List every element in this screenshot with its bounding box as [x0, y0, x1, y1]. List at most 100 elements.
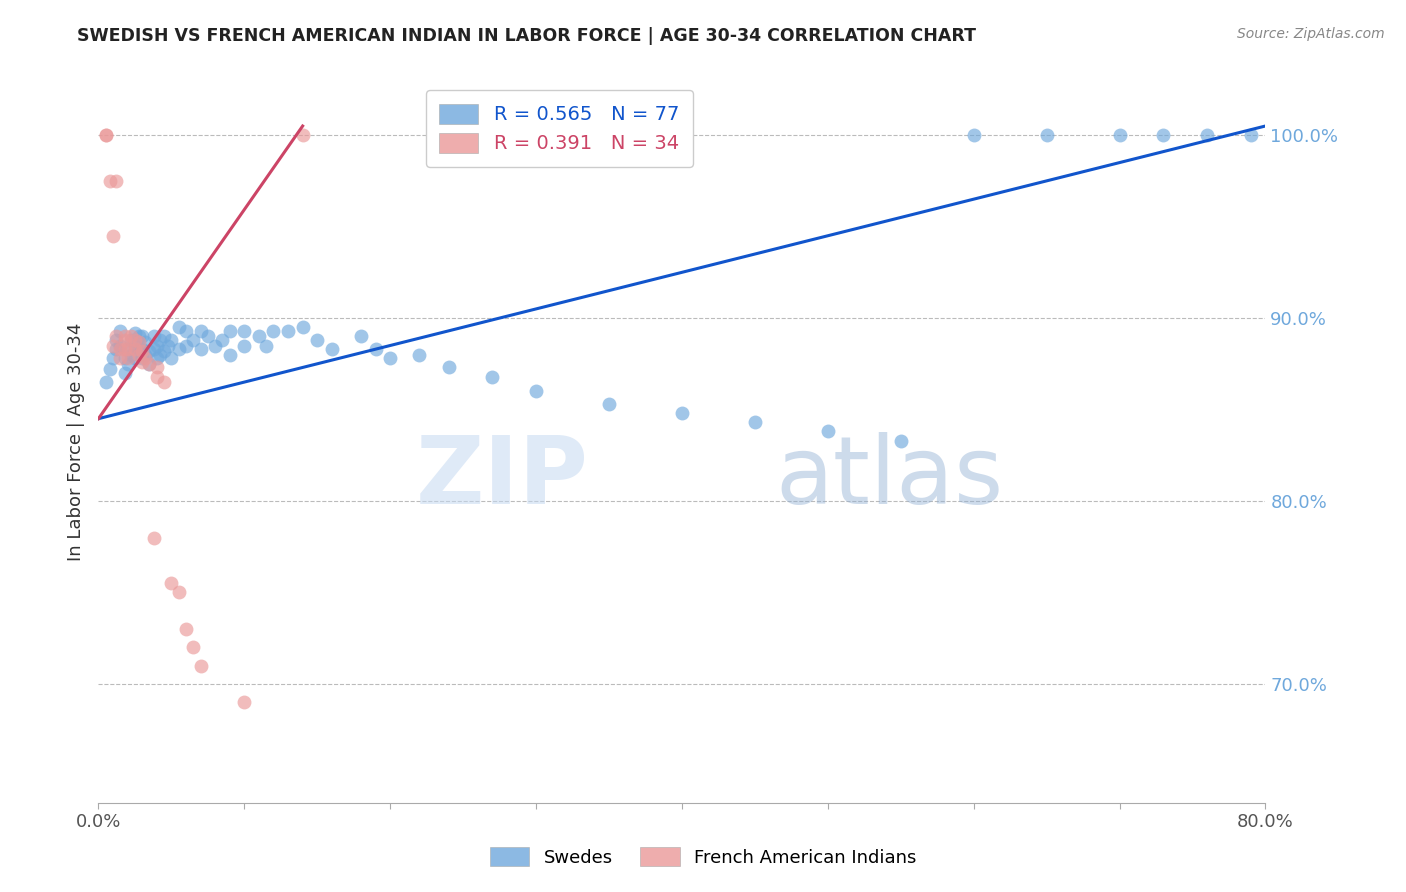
- Point: [1240, 128, 1263, 143]
- Point: [120, 333, 142, 347]
- Point: [167, 585, 190, 599]
- Point: [160, 333, 183, 347]
- Text: atlas: atlas: [775, 432, 1004, 524]
- Point: [117, 342, 139, 356]
- Point: [1268, 128, 1291, 143]
- Point: [104, 329, 127, 343]
- Point: [146, 360, 169, 375]
- Point: [218, 348, 240, 362]
- Point: [114, 333, 136, 347]
- Point: [671, 406, 693, 420]
- Point: [124, 351, 146, 366]
- Point: [124, 326, 146, 340]
- Point: [110, 324, 132, 338]
- Point: [131, 342, 153, 356]
- Point: [408, 348, 430, 362]
- Point: [1195, 128, 1218, 143]
- Point: [744, 415, 766, 429]
- Point: [138, 343, 160, 358]
- Point: [174, 324, 197, 338]
- Point: [134, 334, 156, 349]
- Point: [437, 360, 460, 375]
- Point: [101, 228, 124, 243]
- Point: [211, 333, 233, 347]
- Point: [233, 695, 256, 709]
- Point: [149, 348, 172, 362]
- Point: [291, 320, 314, 334]
- Legend: R = 0.565   N = 77, R = 0.391   N = 34: R = 0.565 N = 77, R = 0.391 N = 34: [426, 90, 693, 167]
- Point: [218, 324, 240, 338]
- Point: [233, 338, 256, 352]
- Point: [101, 338, 124, 352]
- Point: [380, 351, 402, 366]
- Point: [142, 342, 165, 356]
- Point: [138, 357, 160, 371]
- Point: [94, 375, 117, 389]
- Point: [142, 329, 165, 343]
- Point: [350, 329, 373, 343]
- Point: [364, 342, 387, 356]
- Point: [1035, 128, 1057, 143]
- Point: [101, 351, 124, 366]
- Point: [94, 128, 117, 143]
- Point: [1108, 128, 1130, 143]
- Point: [167, 320, 190, 334]
- Point: [524, 384, 547, 399]
- Point: [277, 324, 299, 338]
- Y-axis label: In Labor Force | Age 30-34: In Labor Force | Age 30-34: [66, 322, 84, 561]
- Point: [128, 329, 150, 343]
- Point: [181, 333, 204, 347]
- Point: [104, 342, 127, 356]
- Point: [117, 351, 139, 366]
- Point: [190, 342, 212, 356]
- Point: [291, 128, 314, 143]
- Point: [104, 333, 127, 347]
- Point: [233, 324, 256, 338]
- Point: [181, 640, 204, 655]
- Point: [131, 329, 153, 343]
- Point: [120, 329, 142, 343]
- Text: Source: ZipAtlas.com: Source: ZipAtlas.com: [1237, 27, 1385, 41]
- Point: [124, 333, 146, 347]
- Point: [131, 351, 153, 366]
- Legend: Swedes, French American Indians: Swedes, French American Indians: [482, 840, 924, 874]
- Point: [114, 329, 136, 343]
- Point: [157, 338, 180, 352]
- Point: [117, 357, 139, 371]
- Point: [114, 351, 136, 366]
- Point: [153, 329, 176, 343]
- Point: [598, 397, 620, 411]
- Point: [128, 342, 150, 356]
- Point: [98, 362, 121, 376]
- Point: [153, 343, 176, 358]
- Point: [962, 128, 984, 143]
- Point: [128, 334, 150, 349]
- Point: [138, 357, 160, 371]
- Point: [153, 375, 176, 389]
- Point: [134, 348, 156, 362]
- Point: [254, 338, 277, 352]
- Point: [117, 342, 139, 356]
- Point: [114, 342, 136, 356]
- Point: [124, 342, 146, 356]
- Point: [262, 324, 284, 338]
- Point: [160, 351, 183, 366]
- Point: [131, 343, 153, 358]
- Point: [110, 338, 132, 352]
- Point: [160, 576, 183, 591]
- Text: ZIP: ZIP: [416, 432, 589, 524]
- Point: [149, 333, 172, 347]
- Point: [146, 369, 169, 384]
- Point: [307, 333, 329, 347]
- Point: [94, 128, 117, 143]
- Point: [890, 434, 912, 448]
- Point: [1313, 128, 1336, 143]
- Point: [167, 342, 190, 356]
- Point: [146, 351, 169, 366]
- Point: [131, 355, 153, 369]
- Point: [124, 338, 146, 352]
- Point: [134, 351, 156, 366]
- Point: [174, 622, 197, 636]
- Point: [104, 174, 127, 188]
- Point: [142, 531, 165, 545]
